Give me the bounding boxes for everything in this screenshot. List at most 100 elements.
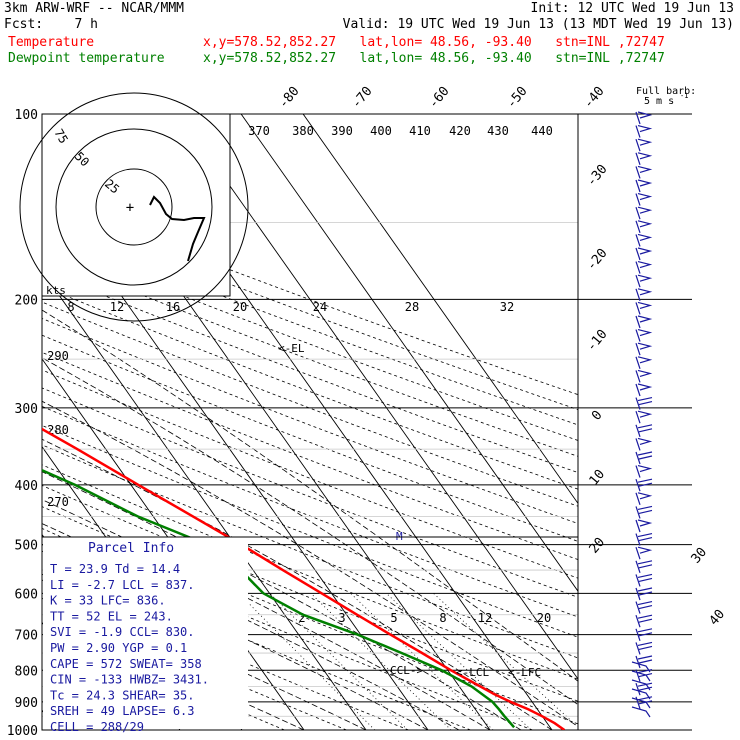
isotherm-label: 20: [587, 535, 609, 557]
isotherm-label: -80: [276, 84, 303, 112]
wind-barb-staff: [635, 152, 641, 165]
theta-label: 410: [409, 124, 431, 138]
theta-label: 270: [47, 495, 69, 509]
parcel-info-row: TT = 52 EL = 243.: [50, 609, 173, 623]
hodograph-panel: [41, 113, 231, 297]
parcel-info-title: Parcel Info: [88, 541, 174, 556]
wind-barb-staff: [635, 356, 641, 369]
wind-barb-flag: [637, 410, 653, 418]
pressure-tick-label: 200: [15, 293, 38, 308]
theta-label: 370: [248, 124, 270, 138]
wind-barb-flag: [637, 369, 653, 377]
pressure-tick-label: 1000: [7, 724, 38, 739]
hodograph-trace: [149, 195, 206, 262]
wind-barb-flag: [637, 138, 653, 146]
wind-barb-staff: [635, 179, 641, 193]
mixing-ratio-label: 3: [338, 611, 345, 625]
wind-barb-staff: [635, 111, 641, 125]
theta-label: 390: [331, 124, 353, 138]
isotherm-label: -50: [504, 84, 531, 112]
wind-barb-staff: [635, 343, 641, 356]
wind-barb-feather: [637, 505, 653, 510]
wind-barb-staff: [635, 247, 641, 261]
wind-barb-low: [631, 706, 651, 718]
wind-barb-flag: [637, 342, 653, 350]
wind-barb-flag: [637, 437, 653, 445]
wind-barb-staff: [635, 193, 641, 206]
wind-barb-flag: [637, 288, 653, 296]
wind-barb-staff: [635, 465, 641, 478]
wind-barb-feather: [637, 451, 653, 456]
wind-barb-staff: [635, 506, 641, 519]
moist-adiabat: [42, 357, 578, 706]
parcel-info-row: CAPE = 572 SWEAT= 358: [50, 657, 202, 671]
wind-barb-staff: [635, 302, 641, 315]
wind-barb-feather: [638, 428, 653, 433]
wind-barb-staff: [635, 683, 641, 696]
wind-barb-staff: [635, 234, 641, 247]
theta-label: 430: [487, 124, 509, 138]
wind-barb-staff: [635, 560, 641, 573]
wind-barb-staff: [635, 615, 641, 628]
el-marker: <-EL: [278, 342, 305, 355]
mixing-ratio-line: [310, 593, 452, 730]
moist-adiabat: [42, 544, 429, 730]
isotherm-line: [302, 114, 578, 505]
wind-barb-staff: [635, 411, 641, 424]
wind-barb-feather: [638, 632, 653, 637]
parcel-info-row: T = 23.9 Td = 14.4: [50, 562, 180, 576]
lcl-marker: <-LCL: [456, 666, 489, 679]
wind-barb-flag: [637, 261, 653, 269]
theta-label: 420: [449, 124, 471, 138]
isotherm-line: [178, 114, 578, 680]
mixing-ratio-label: 8: [439, 611, 446, 625]
wind-barb-flag: [637, 233, 653, 241]
isotherm-label: -20: [584, 246, 611, 274]
wind-barb-feather: [638, 537, 653, 542]
wind-barb-staff: [635, 424, 641, 437]
wind-barb-staff: [635, 207, 641, 220]
wind-barb-flag: [637, 220, 653, 228]
wind-barb-low: [631, 688, 651, 700]
isotherm-label: -10: [584, 327, 611, 355]
wind-barb-flag: [637, 301, 653, 309]
isotherm-label: -70: [349, 84, 376, 112]
pressure-tick-label: 100: [15, 108, 38, 123]
wind-speed-units: kts: [46, 284, 66, 297]
isotherm-line: [240, 114, 578, 592]
wind-barb-flag: [637, 125, 653, 133]
ccl-marker: CCL->: [390, 664, 423, 677]
isotherm-label: -40: [581, 84, 608, 112]
wind-barb-staff: [635, 329, 641, 342]
wind-barb-feather: [637, 424, 653, 429]
pressure-tick-label: 700: [15, 629, 38, 644]
parcel-info-row: Tc = 24.3 SHEAR= 35.: [50, 688, 195, 702]
wind-barb-flag: [637, 247, 653, 255]
wind-barb-feather: [637, 641, 653, 646]
isotherm-label: -60: [426, 84, 453, 112]
parcel-info-row: CIN = -133 HWBZ= 3431.: [50, 673, 209, 687]
wind-barb-staff: [635, 166, 641, 179]
parcel-info-row: CELL = 288/29: [50, 720, 144, 734]
wind-barb-staff: [635, 628, 641, 641]
isotherm-label: 0: [589, 408, 606, 424]
wind-barb-staff: [635, 451, 641, 465]
barb-legend-speed: 5 m s: [644, 96, 674, 107]
wind-speed-scale-label: 8: [67, 300, 74, 314]
wind-speed-scale-label: 12: [110, 300, 124, 314]
wind-barb-flag: [637, 465, 653, 473]
hodograph-ring-label: 75: [51, 127, 70, 147]
wind-barb-flag: [637, 492, 653, 500]
hodograph-ring: [55, 128, 213, 286]
wind-speed-scale-label: 32: [500, 300, 514, 314]
wind-speed-scale-label: 16: [166, 300, 180, 314]
parcel-info-row: SVI = -1.9 CCL= 830.: [50, 625, 195, 639]
wind-barb-staff: [635, 492, 641, 505]
wind-barb-flag: [637, 329, 653, 337]
wind-barb-feather: [637, 533, 653, 538]
mixing-ratio-label: 20: [537, 611, 551, 625]
wind-barb-feather: [637, 682, 653, 687]
parcel-info-row: K = 33 LFC= 836.: [50, 594, 166, 608]
wind-speed-scale-label: 20: [233, 300, 247, 314]
wind-barb-flag: [637, 179, 653, 187]
